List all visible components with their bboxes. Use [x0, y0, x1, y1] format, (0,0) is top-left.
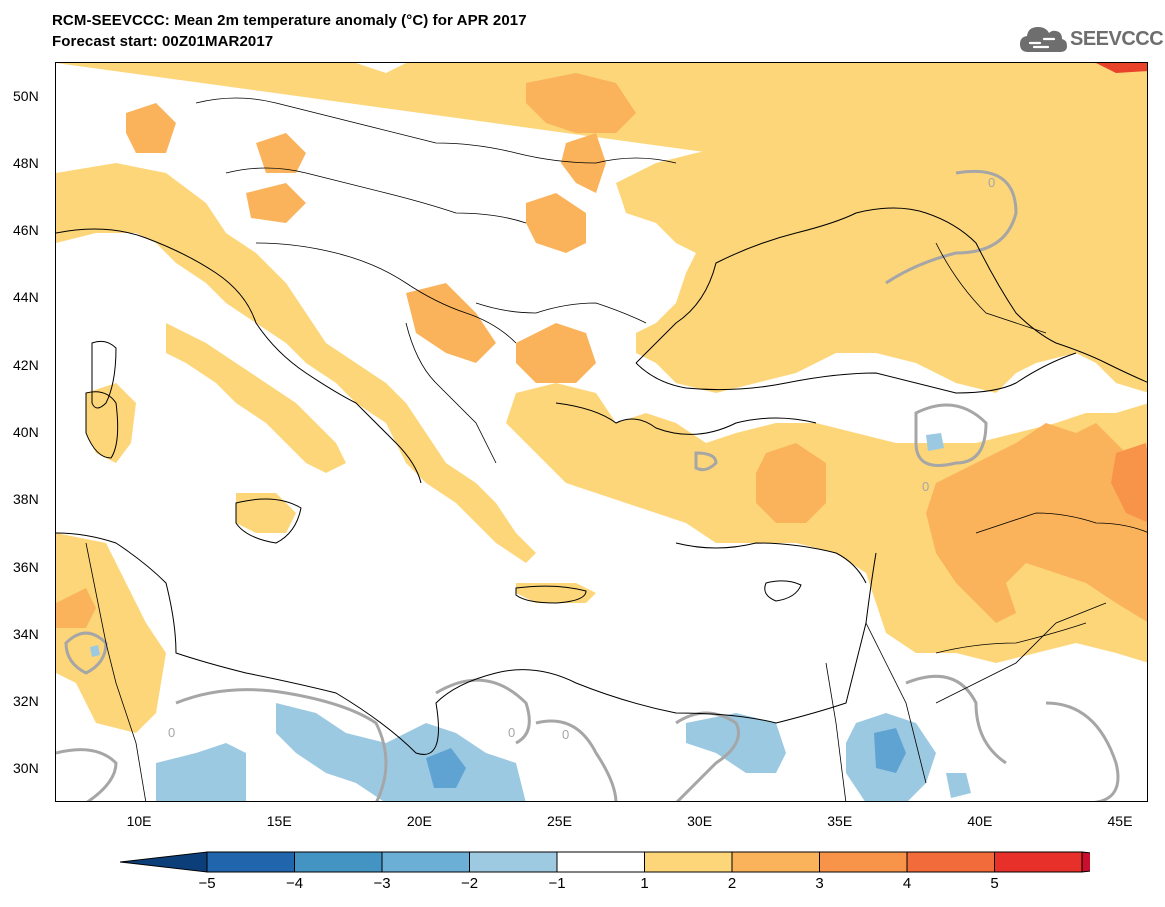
- colorbar-cell: [556, 851, 645, 873]
- contour-labels: 0 0 0 0 0: [168, 175, 995, 742]
- colorbar-cell: [206, 851, 295, 873]
- contour-label: 0: [988, 175, 995, 190]
- lat-tick-label: 36N: [13, 558, 39, 575]
- lat-tick-label: 34N: [13, 625, 39, 642]
- colorbar-cell: [381, 851, 470, 873]
- lat-tick-label: 46N: [13, 222, 39, 239]
- lon-tick-label: 15E: [266, 813, 292, 829]
- colorbar-tick-label: 2: [727, 875, 737, 892]
- lat-tick-label: 50N: [13, 87, 39, 104]
- lat-tick-label: 32N: [13, 693, 39, 710]
- anomaly-3-4-fill: [1111, 443, 1147, 523]
- colorbar-tick-label: 1: [640, 875, 649, 892]
- lon-tick-label: 35E: [827, 813, 853, 829]
- anomaly-4-5-fill: [1096, 63, 1147, 73]
- colorbar-cell: [994, 851, 1083, 873]
- lat-tick-label: 48N: [13, 154, 39, 171]
- colorbar: [120, 851, 1090, 873]
- lat-tick-label: 30N: [13, 760, 39, 777]
- colorbar-tick-label: −4: [285, 875, 304, 892]
- anomaly-map: 0 0 0 0 0: [55, 62, 1148, 802]
- colorbar-cell: [819, 851, 908, 873]
- contour-label: 0: [922, 479, 929, 494]
- colorbar-cell: [469, 851, 558, 873]
- logo-text: SEEVCCC: [1070, 28, 1164, 50]
- colorbar-cell: [644, 851, 733, 873]
- zero-anomaly-contour: [56, 169, 1120, 801]
- colorbar-tick-label: −5: [198, 875, 216, 892]
- anomaly-minus-2-minus-3-fill: [426, 728, 906, 788]
- colorbar-tick-label: −3: [373, 875, 391, 892]
- country-borders: [85, 97, 1147, 801]
- colorbar-cell: [120, 851, 208, 873]
- lon-tick-label: 30E: [687, 813, 713, 829]
- colorbar-cell: [731, 851, 820, 873]
- cloud-icon: [1020, 27, 1067, 52]
- colorbar-tick-label: 4: [902, 875, 912, 892]
- coastlines: [56, 207, 1147, 755]
- contour-label: 0: [168, 725, 175, 740]
- colorbar-cell: [906, 851, 995, 873]
- colorbar-tick-label: −2: [460, 875, 479, 892]
- lat-tick-label: 44N: [13, 289, 39, 306]
- contour-label: 0: [562, 727, 569, 742]
- colorbar-tick-label: −1: [548, 875, 566, 892]
- colorbar-cell: [1081, 851, 1090, 873]
- map-canvas: 0 0 0 0 0: [56, 63, 1147, 801]
- map-title: RCM-SEEVCCC: Mean 2m temperature anomaly…: [52, 12, 527, 29]
- colorbar-tick-label: 3: [815, 875, 824, 892]
- seevccc-logo: SEEVCCC: [1018, 22, 1164, 56]
- anomaly-2-3-fill: [56, 73, 1147, 628]
- colorbar-cells: [120, 851, 1090, 873]
- colorbar-tick-label: 5: [990, 875, 999, 892]
- lon-tick-label: 45E: [1107, 813, 1133, 829]
- forecast-start-label: Forecast start: 00Z01MAR2017: [52, 33, 274, 50]
- lat-tick-label: 42N: [13, 356, 39, 373]
- colorbar-cell: [294, 851, 383, 873]
- lon-tick-label: 20E: [406, 813, 432, 829]
- lon-tick-label: 10E: [126, 813, 152, 829]
- lon-tick-label: 25E: [546, 813, 572, 829]
- lon-tick-label: 40E: [967, 813, 993, 829]
- lat-tick-label: 38N: [13, 491, 39, 508]
- lat-tick-label: 40N: [13, 424, 39, 440]
- contour-label: 0: [508, 725, 515, 740]
